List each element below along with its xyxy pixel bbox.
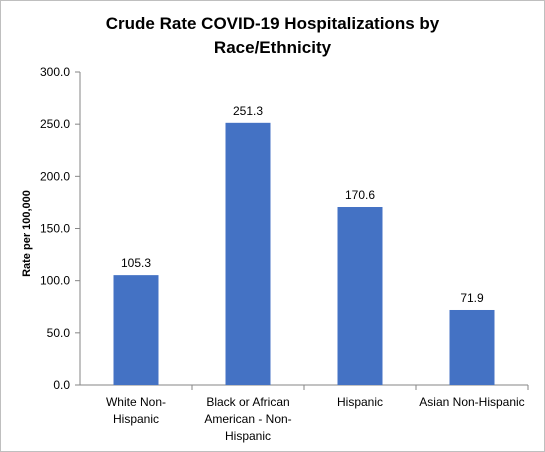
data-label: 71.9 <box>460 291 484 305</box>
y-tick-label: 150.0 <box>40 222 70 236</box>
bar <box>449 309 495 385</box>
chart-title-line-1: Crude Rate COVID-19 Hospitalizations by <box>105 14 440 33</box>
chart-title-line-2: Race/Ethnicity <box>213 38 332 57</box>
y-tick-label: 300.0 <box>40 65 70 79</box>
y-axis-label: Rate per 100,000 <box>21 190 33 277</box>
data-label: 105.3 <box>121 256 151 270</box>
bar <box>113 275 159 385</box>
bar <box>225 122 271 385</box>
data-label: 251.3 <box>233 104 263 118</box>
x-tick-label: Hispanic <box>225 429 271 443</box>
x-tick-label: American - Non- <box>204 412 291 426</box>
y-tick-label: 0.0 <box>53 378 70 392</box>
y-tick-label: 200.0 <box>40 169 70 183</box>
x-tick-label: White Non- <box>106 395 166 409</box>
x-tick-label: Hispanic <box>113 412 159 426</box>
y-tick-label: 250.0 <box>40 117 70 131</box>
x-labels: White Non- Hispanic Black or African Americ… <box>106 385 529 443</box>
y-tick-label: 100.0 <box>40 274 70 288</box>
x-tick-label: Hispanic <box>337 395 383 409</box>
bar <box>337 207 383 385</box>
y-tick-label: 50.0 <box>47 326 71 340</box>
x-tick-label: Black or African <box>206 395 289 409</box>
chart-title: Crude Rate COVID-19 Hospitalizations by … <box>1 12 544 60</box>
data-label: 170.6 <box>345 188 375 202</box>
value-labels: 105.3 251.3 170.6 71.9 <box>121 104 484 305</box>
y-ticks: 0.0 50.0 100.0 150.0 200.0 250.0 300.0 <box>40 65 80 392</box>
bars <box>113 122 495 385</box>
x-tick-label: Asian Non-Hispanic <box>419 395 524 409</box>
